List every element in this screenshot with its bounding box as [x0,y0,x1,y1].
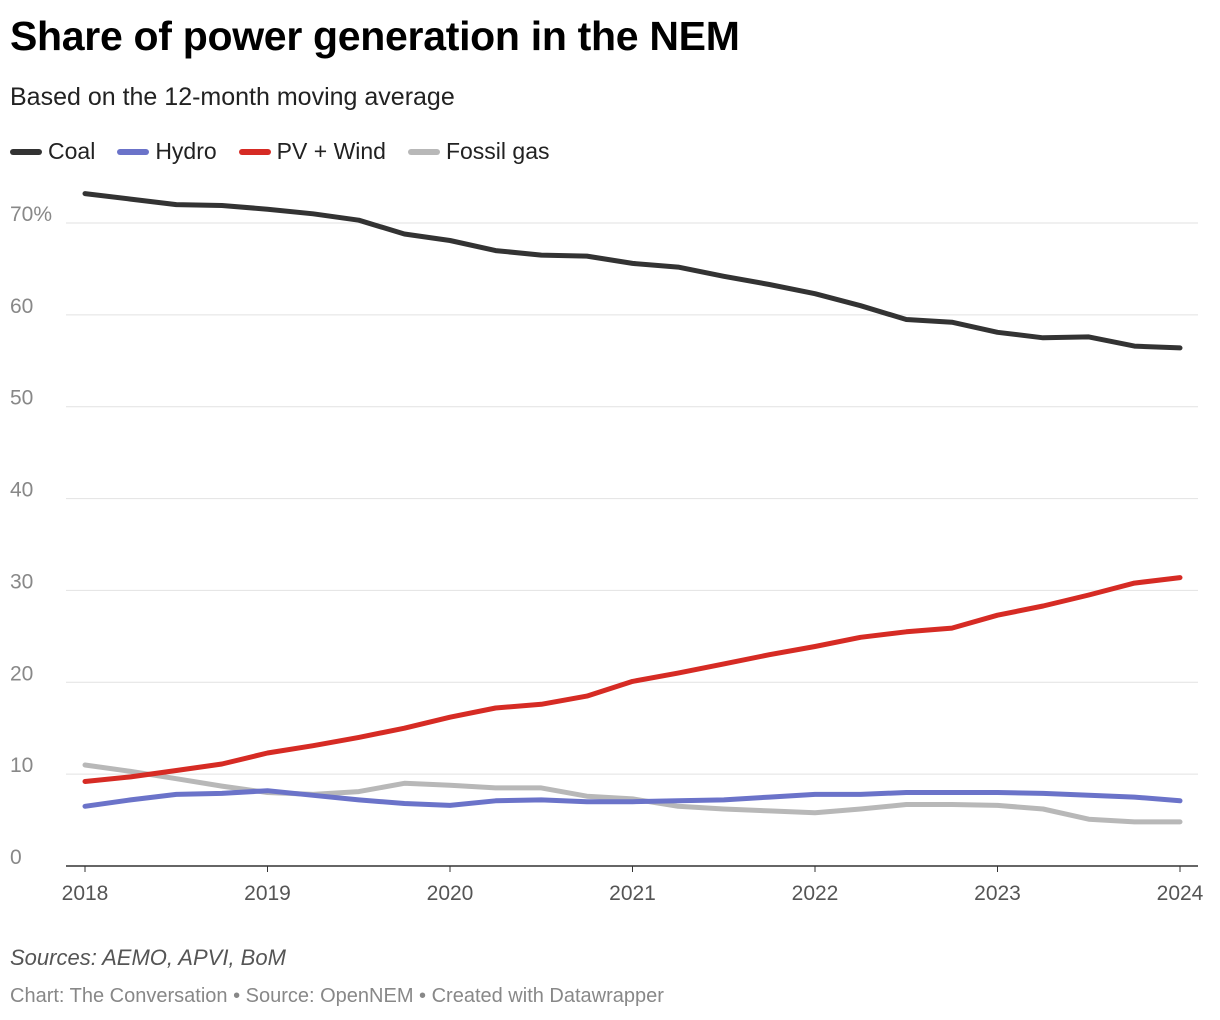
gridlines [66,222,1198,775]
chart-subtitle: Based on the 12-month moving average [10,83,455,111]
series-line-coal [82,191,1183,351]
chart-title: Share of power generation in the NEM [10,13,740,59]
legend-item-pv-wind: PV + Wind [238,138,386,165]
legend-item-hydro: Hydro [117,138,217,165]
x-tick-label-2021: 2021 [609,882,656,905]
x-tick-label-2019: 2019 [244,882,291,905]
legend-item-fossil-gas: Fossil gas [407,138,550,165]
legend-label-pv-wind: PV + Wind [276,138,386,164]
y-tick-label-10: 10 [10,754,33,777]
legend-swatch-fossil-gas [407,148,440,155]
chart-source: Sources: AEMO, APVI, BoM [10,945,286,970]
y-tick-label-60: 60 [10,295,33,318]
chart-credit: Chart: The Conversation • Source: OpenNE… [10,985,664,1007]
legend-swatch-coal [10,148,42,155]
x-tick-label-2024: 2024 [1157,882,1204,905]
series-lines [82,191,1183,825]
x-tick-label-2018: 2018 [62,882,109,905]
series-line-pv-wind [82,575,1183,784]
legend-swatch-pv-wind [238,148,271,155]
x-tick-label-2023: 2023 [974,882,1021,905]
series-line-hydro [82,788,1183,809]
x-tick-label-2022: 2022 [792,882,839,905]
y-tick-label-0: 0 [10,846,22,869]
y-tick-label-30: 30 [10,570,33,593]
x-tick-label-2020: 2020 [427,882,474,905]
y-tick-label-70: 70% [10,203,52,226]
y-tick-label-20: 20 [10,662,33,685]
chart-legend: Coal Hydro PV + Wind Fossil gas [10,138,572,165]
legend-label-fossil-gas: Fossil gas [445,138,550,164]
y-tick-label-40: 40 [10,479,33,502]
legend-label-hydro: Hydro [155,138,217,164]
legend-item-coal: Coal [10,138,95,165]
axes: 0 10 20 30 40 50 60 70% 2018 2019 2020 2021 2022 2023… [10,203,1204,905]
legend-swatch-hydro [117,148,150,155]
y-tick-label-50: 50 [10,387,33,410]
legend-label-coal: Coal [48,138,96,164]
